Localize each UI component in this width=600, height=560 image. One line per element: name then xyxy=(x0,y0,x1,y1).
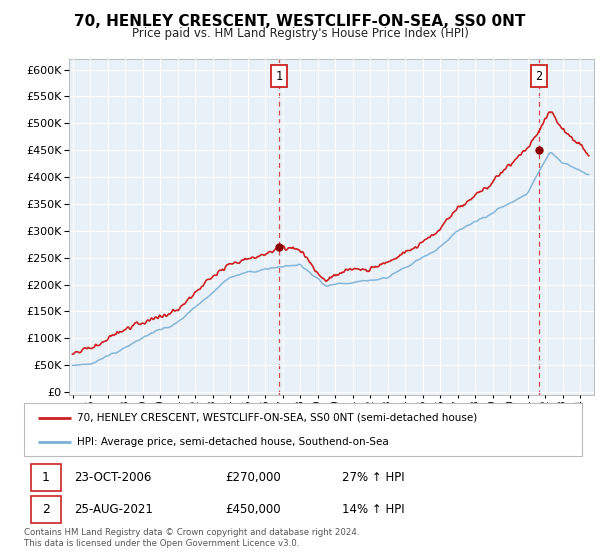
Text: £270,000: £270,000 xyxy=(225,471,281,484)
Text: 25-AUG-2021: 25-AUG-2021 xyxy=(74,503,153,516)
Text: 2: 2 xyxy=(535,69,542,82)
Text: 14% ↑ HPI: 14% ↑ HPI xyxy=(342,503,404,516)
Bar xyxy=(31,464,61,491)
Text: 70, HENLEY CRESCENT, WESTCLIFF-ON-SEA, SS0 0NT: 70, HENLEY CRESCENT, WESTCLIFF-ON-SEA, S… xyxy=(74,14,526,29)
Text: 2: 2 xyxy=(42,503,50,516)
Text: 70, HENLEY CRESCENT, WESTCLIFF-ON-SEA, SS0 0NT (semi-detached house): 70, HENLEY CRESCENT, WESTCLIFF-ON-SEA, S… xyxy=(77,413,477,423)
Text: 27% ↑ HPI: 27% ↑ HPI xyxy=(342,471,404,484)
Text: 1: 1 xyxy=(275,69,283,82)
Text: HPI: Average price, semi-detached house, Southend-on-Sea: HPI: Average price, semi-detached house,… xyxy=(77,437,389,447)
Text: Price paid vs. HM Land Registry's House Price Index (HPI): Price paid vs. HM Land Registry's House … xyxy=(131,27,469,40)
Text: Contains HM Land Registry data © Crown copyright and database right 2024.
This d: Contains HM Land Registry data © Crown c… xyxy=(24,528,359,548)
Text: 1: 1 xyxy=(42,471,50,484)
Text: 23-OCT-2006: 23-OCT-2006 xyxy=(74,471,152,484)
Text: £450,000: £450,000 xyxy=(225,503,281,516)
Bar xyxy=(31,496,61,523)
